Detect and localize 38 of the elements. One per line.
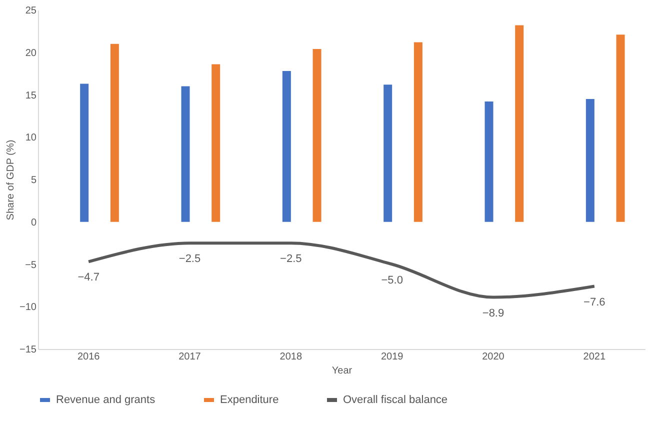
y-tick-label: 5 <box>30 175 37 186</box>
bar <box>282 71 291 222</box>
bar <box>110 44 119 222</box>
legend-label: Expenditure <box>220 394 279 406</box>
data-label: −4.7 <box>78 272 100 284</box>
bar <box>80 84 89 222</box>
y-tick-label: −10 <box>20 302 37 314</box>
legend-label: Overall fiscal balance <box>343 394 448 406</box>
y-tick-label: −15 <box>20 344 37 356</box>
bar <box>384 84 392 222</box>
x-tick-label: 2019 <box>380 352 404 362</box>
x-tick-label: 2018 <box>280 352 302 362</box>
x-tick-label: 2016 <box>77 352 100 362</box>
bar <box>414 42 422 222</box>
y-tick-label: 25 <box>25 6 37 16</box>
y-tick-label: 20 <box>25 48 37 59</box>
data-label: −2.5 <box>178 253 201 266</box>
y-tick-label: −5 <box>25 260 37 271</box>
bar <box>212 64 220 222</box>
data-label: −2.5 <box>280 253 302 266</box>
x-axis-title: Year <box>332 366 353 376</box>
bar <box>586 98 594 222</box>
legend-label: Revenue and grants <box>56 394 156 406</box>
y-tick-label: 15 <box>25 90 37 102</box>
bar <box>484 102 494 222</box>
x-tick-label: 2021 <box>583 352 606 362</box>
x-tick-label: 2017 <box>178 352 202 362</box>
bar <box>616 34 625 222</box>
bar <box>181 86 190 222</box>
y-tick-label: 10 <box>25 132 37 144</box>
data-label: −5.0 <box>381 274 403 286</box>
y-tick-label: 0 <box>30 217 37 228</box>
x-tick-label: 2020 <box>482 352 505 362</box>
data-label: −7.6 <box>584 296 606 308</box>
y-axis-title: Share of GDP (%) <box>6 140 17 220</box>
bar <box>515 25 524 222</box>
bar <box>312 48 322 222</box>
data-label: −8.9 <box>482 307 504 320</box>
